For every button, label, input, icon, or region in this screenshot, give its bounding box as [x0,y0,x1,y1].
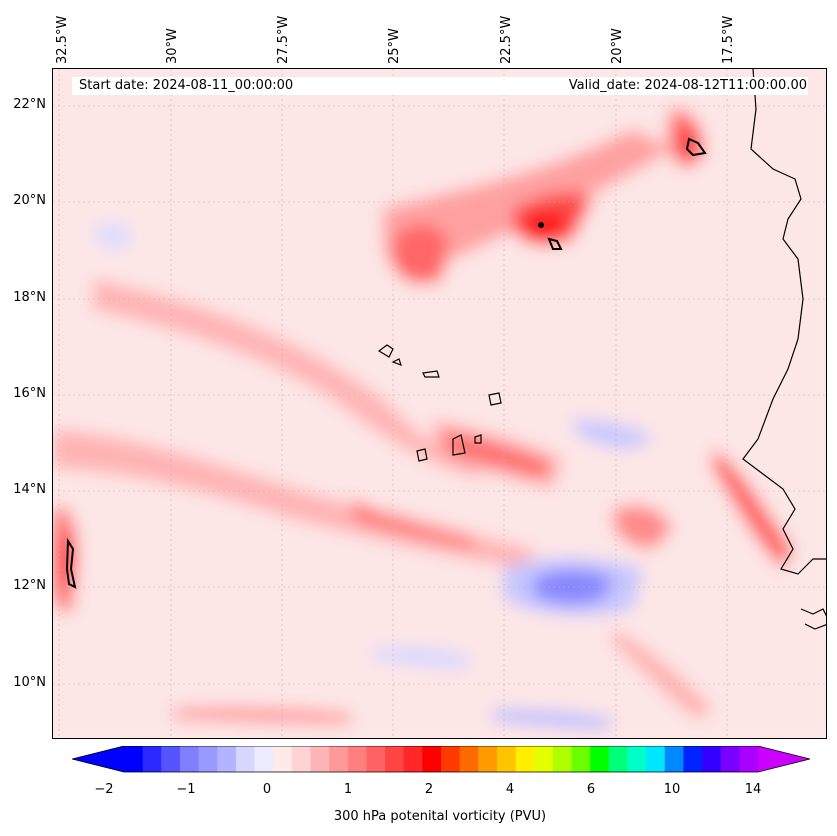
colorbar-segment [385,746,405,772]
colorbar-tick: −1 [176,782,196,797]
valid-date-text: Valid_date: 2024-08-12T11:00:00.00 [568,78,807,93]
colorbar-segment [329,746,349,772]
colorbar-tick: 1 [343,782,353,797]
colorbar-segment [496,746,517,772]
lat-label-20n: 20°N [13,193,46,208]
lon-label-25w: 25°W [387,28,402,64]
pv-contour-fields [53,69,826,738]
colorbar-segment [608,746,628,772]
islands [377,344,502,462]
lat-label-10n: 10°N [13,675,46,690]
colorbar-tick: 6 [586,782,596,797]
colorbar [72,746,810,773]
colorbar-segment [217,746,237,772]
colorbar-segment [646,746,666,772]
lon-label-27-5w: 27.5°W [276,15,291,64]
pv-contour-2pvu [65,137,707,589]
colorbar-segment [459,746,479,772]
colorbar-tick: −2 [94,782,114,797]
colorbar-tick: 14 [744,782,762,797]
gridlines [53,69,826,738]
start-date-text: Start date: 2024-08-11_00:00:00 [79,78,294,93]
lat-label-12n: 12°N [13,578,46,593]
colorbar-segment [534,746,554,772]
colorbar-tick: 10 [663,782,681,797]
lat-label-16n: 16°N [13,386,46,401]
colorbar-tick: 2 [424,782,434,797]
date-header [72,77,808,95]
colorbar-segment [515,746,535,772]
colorbar-segment [366,746,386,772]
lon-label-17-5w: 17.5°W [721,15,736,64]
colorbar-segment [739,746,759,772]
colorbar-segment [441,746,461,772]
colorbar-segment [720,746,740,772]
colorbar-segment [403,746,423,772]
lon-label-32-5w: 32.5°W [55,15,70,64]
colorbar-segment [161,746,181,772]
colorbar-segment [198,746,218,772]
colorbar-outline [72,746,810,773]
colorbar-segment [254,746,274,772]
colorbar-segment [124,746,144,772]
colorbar-segment [702,746,722,772]
map-panel [52,68,827,739]
colorbar-min-arrow [72,746,124,772]
colorbar-segment [478,746,498,772]
colorbar-tick: 0 [262,782,272,797]
colorbar-segment [571,746,591,772]
lon-label-20w: 20°W [610,28,625,64]
colorbar-segment [683,746,703,772]
colorbar-segment [310,746,330,772]
lat-label-14n: 14°N [13,482,46,497]
lon-label-22-5w: 22.5°W [499,15,514,64]
lat-label-22n: 22°N [13,97,46,112]
colorbar-segment [347,746,367,772]
colorbar-segment [627,746,647,772]
colorbar-tick: 4 [505,782,515,797]
colorbar-label: 300 hPa potenital vorticity (PVU) [333,809,547,824]
colorbar-segment [142,746,162,772]
pv-map [53,69,826,738]
coastline [742,69,826,630]
colorbar-segment [235,746,256,772]
colorbar-segment [552,746,573,772]
colorbar-segment [422,746,442,772]
colorbar-segment [273,746,293,772]
lat-label-18n: 18°N [13,290,46,305]
colorbar-segment [664,746,684,772]
colorbar-segment [291,746,311,772]
colorbar-max-arrow [758,746,810,772]
lon-label-30w: 30°W [165,28,180,64]
colorbar-segment [179,746,200,772]
colorbar-segment [590,746,610,772]
